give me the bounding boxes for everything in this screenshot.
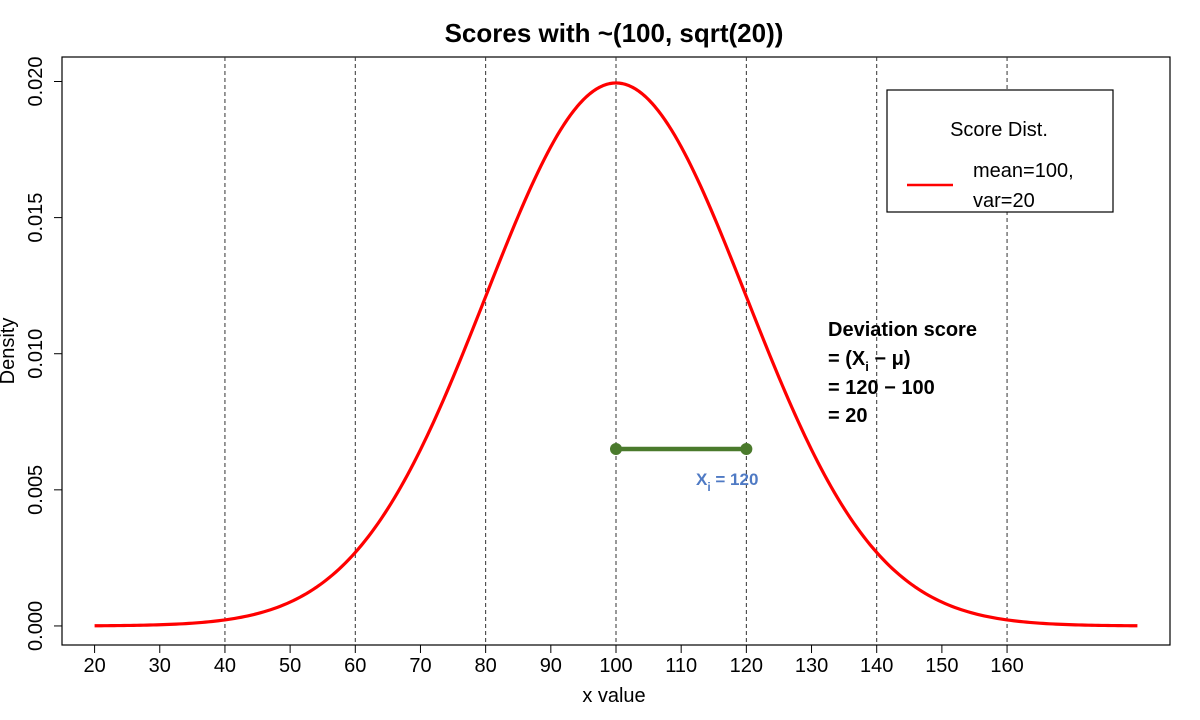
x-tick-label: 60 xyxy=(344,655,366,677)
xi-label: Xi = 120 xyxy=(696,470,758,494)
legend-entry-line1: mean=100, xyxy=(973,160,1074,182)
y-tick-label: 0.015 xyxy=(25,193,47,243)
x-tick-label: 40 xyxy=(214,655,236,677)
x-tick-label: 130 xyxy=(795,655,828,677)
chart-title: Scores with ~(100, sqrt(20)) xyxy=(445,18,784,48)
x-tick-label: 140 xyxy=(860,655,893,677)
x-tick-label: 50 xyxy=(279,655,301,677)
x-tick-label: 110 xyxy=(665,655,697,677)
deviation-point-xi xyxy=(740,443,753,455)
y-tick-label: 0.005 xyxy=(25,465,47,515)
y-axis: 0.000 0.005 0.010 0.015 0.020 xyxy=(25,56,62,651)
deviation-point-mean xyxy=(610,443,622,455)
deviation-segment xyxy=(610,443,753,455)
x-axis: 20 30 40 50 60 70 80 90 100 110 120 130 140 150 160 xyxy=(83,645,1024,677)
deviation-heading: Deviation score xyxy=(828,319,977,341)
x-tick-label: 150 xyxy=(925,655,958,677)
x-tick-label: 100 xyxy=(599,655,632,677)
y-tick-label: 0.010 xyxy=(25,329,47,379)
deviation-result: = 20 xyxy=(828,405,867,427)
x-tick-label: 160 xyxy=(990,655,1023,677)
x-tick-label: 20 xyxy=(83,655,105,677)
x-tick-label: 120 xyxy=(730,655,763,677)
reference-lines xyxy=(224,57,1008,645)
legend-title: Score Dist. xyxy=(950,119,1048,141)
legend: Score Dist. mean=100, var=20 xyxy=(886,89,1114,213)
density-curve xyxy=(94,81,1138,628)
x-tick-label: 30 xyxy=(149,655,171,677)
legend-entry-line2: var=20 xyxy=(973,190,1035,212)
deviation-substitution: = 120 − 100 xyxy=(828,377,935,399)
x-tick-label: 80 xyxy=(475,655,497,677)
x-tick-label: 90 xyxy=(540,655,562,677)
y-tick-label: 0.020 xyxy=(25,56,47,106)
deviation-formula: = (Xi − μ) xyxy=(828,348,911,374)
deviation-annotation: Deviation score = (Xi − μ) = 120 − 100 =… xyxy=(828,319,977,427)
y-tick-label: 0.000 xyxy=(25,601,47,651)
x-axis-label: x value xyxy=(582,685,645,707)
legend-box xyxy=(886,89,1114,213)
y-axis-label: Density xyxy=(0,318,19,385)
x-tick-label: 70 xyxy=(409,655,431,677)
